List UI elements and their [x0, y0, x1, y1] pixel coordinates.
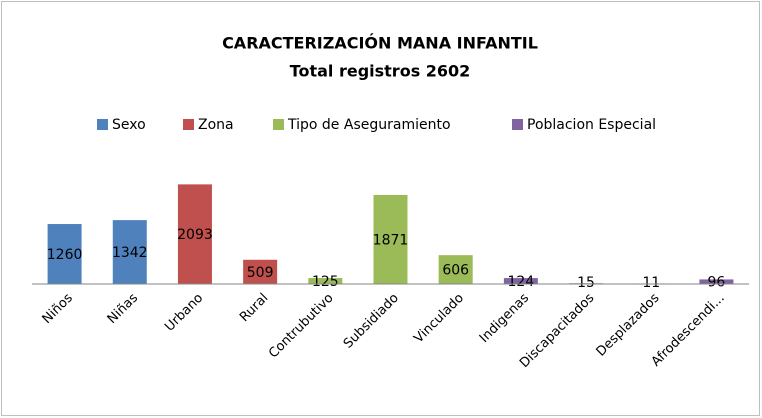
chart-subtitle: Total registros 2602: [290, 62, 471, 81]
data-label: 509: [247, 265, 274, 281]
legend-swatch: [273, 119, 284, 130]
bar: [243, 259, 278, 284]
bar: [438, 255, 473, 284]
legend-swatch: [97, 119, 108, 130]
data-label: 606: [442, 263, 469, 279]
data-label: 1260: [47, 247, 83, 263]
bar: [503, 278, 538, 284]
bar: [699, 279, 734, 284]
bar: [47, 224, 82, 284]
data-label: 15: [577, 275, 595, 291]
chart-title: CARACTERIZACIÓN MANA INFANTIL: [222, 34, 538, 53]
bar: [373, 194, 408, 284]
data-label: 1342: [112, 245, 148, 261]
legend: Sexo Zona Tipo de Aseguramiento Poblacion E…: [97, 117, 656, 133]
data-label: 11: [642, 275, 660, 291]
legend-label: Tipo de Aseguramiento: [287, 117, 451, 133]
legend-label: Sexo: [112, 117, 146, 133]
bar: [177, 184, 212, 284]
legend-swatch: [183, 119, 194, 130]
bar: [308, 278, 343, 284]
data-label: 2093: [177, 227, 213, 243]
legend-label: Poblacion Especial: [527, 117, 656, 133]
data-label: 96: [707, 275, 725, 291]
bar: [112, 220, 147, 284]
legend-label: Zona: [198, 117, 234, 133]
data-label: 124: [507, 274, 534, 290]
legend-swatch: [512, 119, 523, 130]
data-label: 1871: [373, 232, 409, 248]
data-label: 125: [312, 274, 339, 290]
